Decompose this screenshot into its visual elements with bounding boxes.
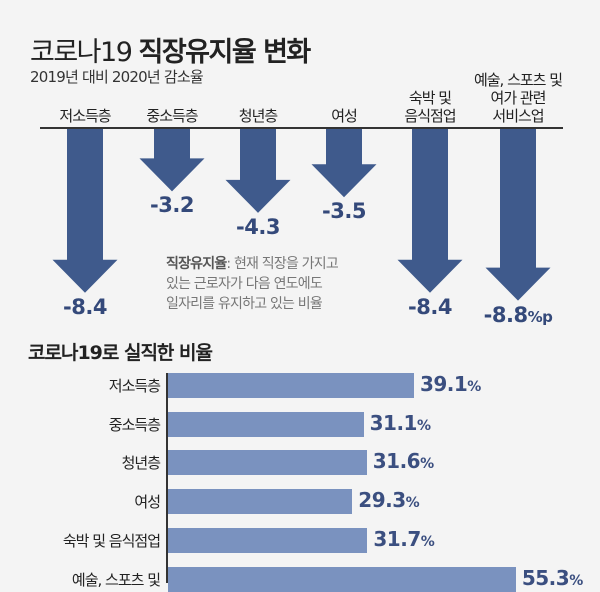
arrow-value-label: -3.2	[127, 193, 217, 217]
bar-value-label: 29.3%	[358, 488, 419, 512]
category-line: 중소득층	[146, 107, 198, 125]
category-line: 서비스업	[492, 107, 544, 125]
value-text: -8.4	[408, 294, 452, 319]
value-text: 31.6	[372, 449, 421, 474]
bar-value-label: 31.1%	[370, 411, 431, 435]
unit-text: %	[416, 417, 431, 434]
unit-text: %	[405, 495, 420, 512]
category-line: 여성	[331, 107, 358, 125]
category-line: 음식점업	[404, 107, 456, 125]
arrow-category-label: 청년층	[213, 107, 303, 125]
arrow-value-label: -3.5	[299, 199, 389, 223]
note-line: 있는 근로자가 다음 연도에도	[166, 276, 323, 292]
arrow-category-label: 예술, 스포츠 및 여가 관련 서비스업	[473, 71, 563, 125]
decrease-arrow	[225, 129, 291, 213]
page-title: 코로나19 직장유지율 변화	[30, 30, 311, 69]
category-line: 여가 관련	[490, 89, 547, 107]
decrease-arrow	[52, 129, 118, 293]
bar	[168, 489, 353, 515]
value-text: 31.7	[373, 526, 421, 551]
decrease-arrow	[397, 129, 463, 293]
category-line: 예술, 스포츠 및	[473, 71, 563, 89]
bar-value-label: 31.7%	[373, 527, 434, 551]
bar-category-label: 청년층	[121, 454, 161, 473]
decrease-arrow	[139, 129, 205, 192]
bar-category-label: 저소득층	[108, 377, 161, 395]
bar-chart-title: 코로나19로 실직한 비율	[28, 342, 213, 364]
value-text: -3.5	[322, 199, 366, 224]
arrow-category-label: 숙박 및 음식점업	[385, 89, 475, 125]
value-text: 31.1	[369, 410, 418, 435]
bar	[168, 566, 516, 592]
value-text: 55.3	[521, 565, 570, 590]
value-text: 29.3	[358, 488, 406, 513]
value-text: 39.1	[419, 372, 468, 396]
decrease-arrow	[311, 129, 377, 198]
value-text: -8.8	[483, 302, 528, 327]
bar-category-label: 여성	[134, 493, 161, 512]
bar-category-label: 숙박 및 음식점업	[62, 531, 161, 550]
bar-category-label: 중소득층	[108, 415, 161, 434]
bar	[168, 411, 364, 437]
title-light: 코로나19	[30, 37, 133, 68]
unit-text: %	[569, 572, 583, 589]
arrow-value-label: -8.8%p	[473, 303, 563, 327]
bar-value-label: 39.1%	[420, 372, 481, 396]
title-bold: 직장유지율 변화	[138, 37, 311, 68]
subtitle: 2019년 대비 2020년 감소율	[30, 68, 204, 86]
arrow-category-label: 여성	[299, 107, 389, 125]
bar-value-label: 55.3%	[522, 566, 583, 590]
note-term: 직장유지율	[166, 256, 227, 272]
bar	[168, 450, 367, 476]
category-line: 저소득층	[59, 107, 111, 125]
unit-text: %p	[527, 307, 553, 326]
arrow-category-label: 중소득층	[127, 107, 217, 125]
arrow-category-label: 저소득층	[40, 107, 130, 125]
value-text: -4.3	[236, 214, 280, 239]
bar-value-label: 31.6%	[373, 449, 434, 473]
note-line: 일자리를 유지하고 있는 비율	[166, 296, 323, 312]
arrow-axis-line	[40, 127, 563, 129]
bar-axis-line	[166, 373, 168, 583]
category-line: 청년층	[238, 107, 278, 125]
unit-text: %	[420, 456, 434, 473]
unit-text: %	[420, 533, 435, 550]
arrow-value-label: -4.3	[213, 215, 303, 239]
unit-text: %	[467, 379, 481, 395]
bar	[168, 527, 368, 553]
value-text: -3.2	[150, 193, 194, 218]
arrow-value-label: -8.4	[40, 295, 130, 319]
bar	[168, 373, 414, 398]
arrow-svg	[52, 129, 551, 301]
value-text: -8.4	[63, 294, 107, 319]
arrow-value-label: -8.4	[385, 295, 475, 319]
decrease-arrow	[485, 129, 551, 301]
note-line: : 현재 직장을 가지고	[226, 256, 338, 272]
bar-category-label: 예술, 스포츠 및	[71, 570, 161, 589]
category-line: 숙박 및	[408, 89, 452, 107]
